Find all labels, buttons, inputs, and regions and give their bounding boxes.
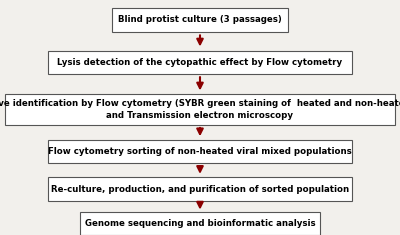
FancyBboxPatch shape [5,94,395,125]
Text: Blind protist culture (3 passages): Blind protist culture (3 passages) [118,16,282,24]
FancyBboxPatch shape [48,51,352,74]
FancyBboxPatch shape [48,140,352,163]
Text: Flow cytometry sorting of non-heated viral mixed populations: Flow cytometry sorting of non-heated vir… [48,147,352,156]
Text: Lysis detection of the cytopathic effect by Flow cytometry: Lysis detection of the cytopathic effect… [58,58,342,67]
Text: Genome sequencing and bioinformatic analysis: Genome sequencing and bioinformatic anal… [85,219,315,228]
Text: Re-culture, production, and purification of sorted population: Re-culture, production, and purification… [51,185,349,194]
FancyBboxPatch shape [80,212,320,235]
FancyBboxPatch shape [48,177,352,201]
FancyBboxPatch shape [112,8,288,32]
Text: Presumptive identification by Flow cytometry (SYBR green staining of  heated and: Presumptive identification by Flow cytom… [0,99,400,120]
